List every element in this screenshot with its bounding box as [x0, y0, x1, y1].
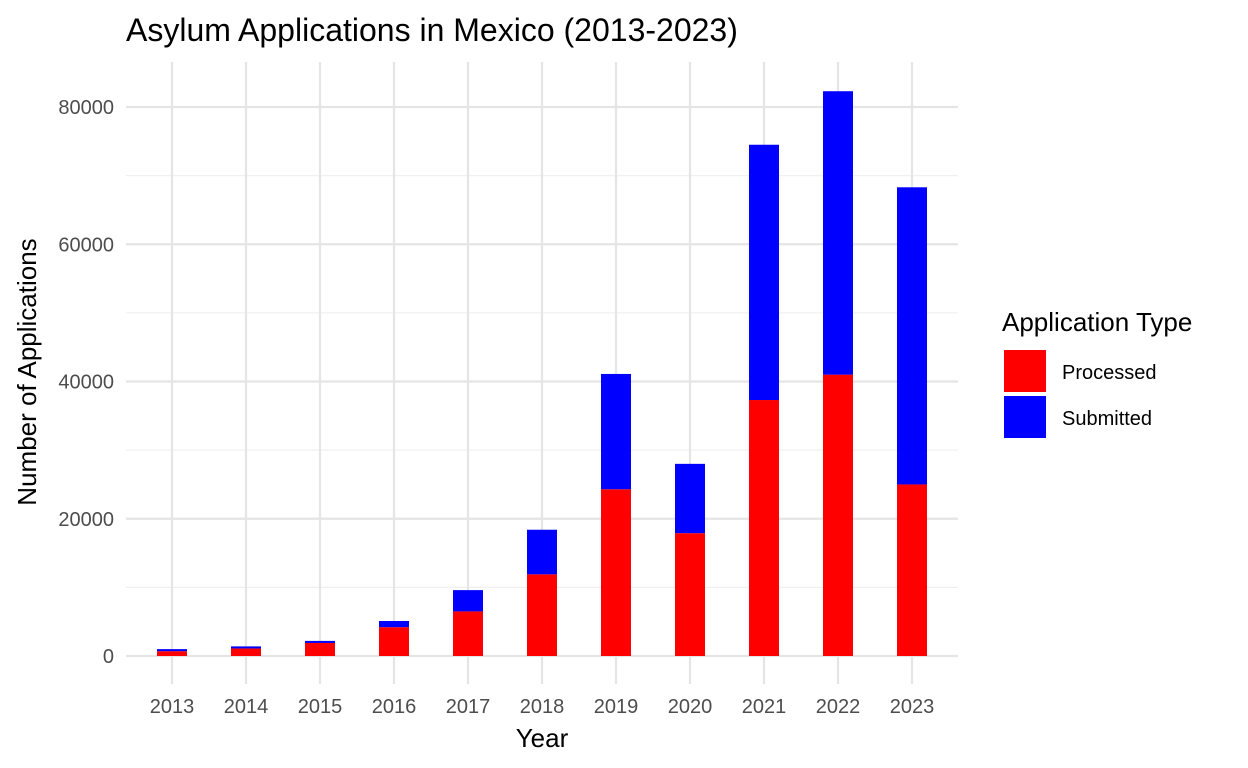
legend-swatch-submitted	[1004, 396, 1046, 438]
x-tick-label: 2014	[224, 696, 269, 718]
x-tick-label: 2015	[298, 696, 343, 718]
y-axis-ticks: 0 20000 40000 60000 80000	[58, 97, 114, 668]
bar-processed-2016	[379, 627, 409, 656]
legend-title: Application Type	[1002, 307, 1192, 337]
bar-submitted-2021	[749, 144, 779, 401]
x-tick-label: 2018	[520, 696, 565, 718]
x-tick-label: 2020	[668, 696, 713, 718]
bar-submitted-2013	[157, 649, 187, 652]
bar-submitted-2023	[897, 187, 927, 485]
x-tick-label: 2021	[742, 696, 787, 718]
bar-processed-2018	[527, 574, 557, 656]
bar-submitted-2018	[527, 529, 557, 575]
bar-submitted-2014	[231, 646, 261, 649]
bar-processed-2013	[157, 651, 187, 656]
y-axis-title: Number of Applications	[12, 238, 42, 505]
bar-processed-2021	[749, 400, 779, 656]
legend-label-submitted: Submitted	[1062, 408, 1152, 430]
x-tick-label: 2022	[816, 696, 861, 718]
bar-processed-2015	[305, 642, 335, 656]
bar-submitted-2019	[601, 373, 631, 490]
x-tick-label: 2017	[446, 696, 491, 718]
bar-processed-2023	[897, 484, 927, 656]
chart-title: Asylum Applications in Mexico (2013-2023…	[126, 12, 738, 48]
y-tick-label: 40000	[58, 372, 114, 394]
bar-processed-2022	[823, 374, 853, 656]
y-tick-label: 60000	[58, 234, 114, 256]
bar-submitted-2016	[379, 621, 409, 628]
x-tick-label: 2019	[594, 696, 639, 718]
bar-processed-2020	[675, 533, 705, 656]
y-tick-label: 0	[103, 646, 114, 668]
x-tick-label: 2013	[150, 696, 195, 718]
legend-label-processed: Processed	[1062, 362, 1157, 384]
x-tick-label: 2023	[890, 696, 935, 718]
bar-submitted-2022	[823, 91, 853, 375]
bar-submitted-2017	[453, 590, 483, 612]
y-tick-label: 80000	[58, 97, 114, 119]
bars	[157, 91, 927, 656]
x-axis-title: Year	[516, 723, 569, 753]
x-axis-ticks: 2013 2014 2015 2016 2017 2018 2019 2020 2021 2022…	[150, 696, 935, 718]
bar-processed-2019	[601, 489, 631, 656]
y-tick-label: 20000	[58, 509, 114, 531]
bar-submitted-2015	[305, 640, 335, 643]
legend-swatch-processed	[1004, 350, 1046, 392]
x-tick-label: 2016	[372, 696, 417, 718]
bar-processed-2014	[231, 648, 261, 656]
bar-submitted-2020	[675, 463, 705, 534]
legend: Application Type Processed Submitted	[1002, 307, 1192, 438]
bar-processed-2017	[453, 611, 483, 656]
